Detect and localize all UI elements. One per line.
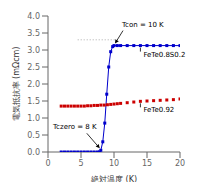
svg-text:0.5: 0.5 — [27, 131, 40, 140]
svg-text:20: 20 — [175, 159, 185, 168]
svg-text:電気抵抗率 (mΩcm): 電気抵抗率 (mΩcm) — [12, 47, 21, 122]
svg-text:15: 15 — [142, 159, 152, 168]
svg-text:2.0: 2.0 — [27, 80, 40, 89]
svg-text:FeTe0.8S0.2: FeTe0.8S0.2 — [143, 51, 185, 59]
svg-text:5: 5 — [78, 159, 83, 168]
svg-text:2.5: 2.5 — [27, 63, 40, 72]
svg-text:絶対温度 (K): 絶対温度 (K) — [90, 175, 137, 182]
svg-text:0: 0 — [45, 159, 50, 168]
svg-text:1.0: 1.0 — [27, 114, 40, 123]
svg-text:FeTe0.92: FeTe0.92 — [143, 106, 174, 114]
svg-text:Tczero = 8 K: Tczero = 8 K — [52, 123, 97, 131]
svg-text:0.0: 0.0 — [27, 148, 40, 157]
svg-text:1.5: 1.5 — [27, 97, 40, 106]
svg-text:Tcon = 10 K: Tcon = 10 K — [121, 21, 164, 29]
svg-text:4.0: 4.0 — [27, 12, 40, 21]
svg-text:3.5: 3.5 — [27, 29, 40, 38]
svg-text:10: 10 — [109, 159, 119, 168]
svg-text:3.0: 3.0 — [27, 46, 40, 55]
